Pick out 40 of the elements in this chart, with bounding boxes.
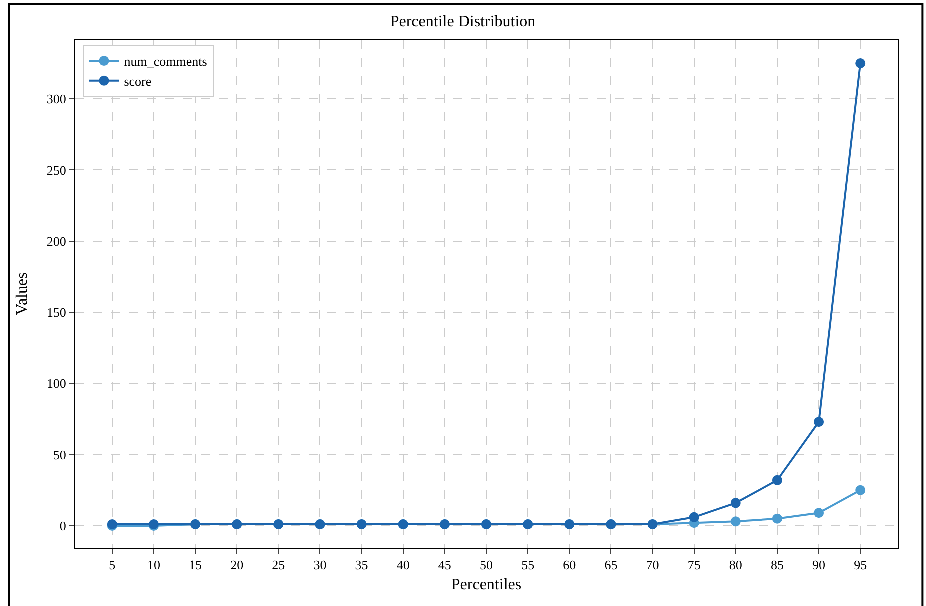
- y-tick-label: 200: [46, 234, 66, 249]
- point: [730, 516, 741, 527]
- y-tick-label: 0: [60, 518, 66, 534]
- point: [814, 417, 824, 428]
- x-tick-label: 70: [646, 558, 660, 573]
- point: [689, 512, 700, 522]
- point: [814, 508, 824, 518]
- x-tick-label: 90: [812, 558, 826, 573]
- y-axis-title: Values: [14, 272, 31, 316]
- chart-title: Percentile Distribution: [390, 13, 536, 30]
- x-tick-label: 5: [109, 558, 116, 573]
- x-tick-label: 60: [563, 558, 576, 573]
- y-tick-label: 300: [46, 92, 66, 107]
- x-tick-label: 25: [272, 558, 286, 573]
- x-tick-label: 80: [729, 558, 742, 573]
- point: [772, 475, 782, 486]
- y-tick-label: 100: [46, 376, 66, 392]
- y-tick-label: 250: [46, 162, 66, 178]
- legend-label: score: [124, 74, 152, 89]
- x-tick-label: 65: [604, 558, 618, 573]
- point: [856, 485, 866, 496]
- point: [730, 498, 741, 508]
- x-tick-label: 20: [230, 558, 244, 573]
- x-tick-label: 75: [688, 558, 701, 573]
- point: [856, 58, 866, 68]
- point: [772, 514, 782, 524]
- x-tick-label: 50: [480, 558, 493, 573]
- legend-label: num_comments: [124, 54, 208, 70]
- x-axis-title: Percentiles: [451, 576, 522, 594]
- x-tick-label: 45: [438, 558, 452, 573]
- x-tick-label: 15: [189, 558, 202, 573]
- x-tick-label: 40: [396, 558, 410, 573]
- y-tick-label: 50: [53, 447, 66, 462]
- x-tick-label: 95: [854, 558, 868, 573]
- y-tick-label: 150: [46, 305, 66, 320]
- x-tick-label: 35: [355, 558, 368, 573]
- x-tick-label: 55: [522, 558, 535, 573]
- x-tick-label: 85: [770, 558, 784, 573]
- x-tick-label: 30: [314, 558, 327, 573]
- x-tick-label: 10: [147, 558, 160, 573]
